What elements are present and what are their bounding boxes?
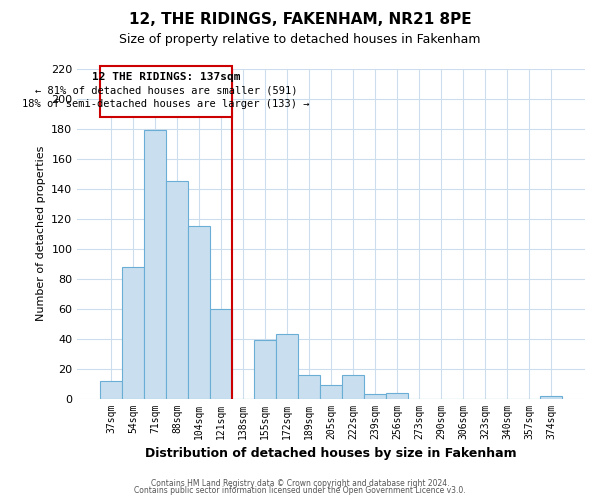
Text: Contains public sector information licensed under the Open Government Licence v3: Contains public sector information licen… [134, 486, 466, 495]
Bar [386, 392, 408, 398]
Text: Size of property relative to detached houses in Fakenham: Size of property relative to detached ho… [119, 32, 481, 46]
Bar [100, 380, 122, 398]
Bar [166, 182, 188, 398]
Bar [298, 374, 320, 398]
Bar [342, 374, 364, 398]
Bar [144, 130, 166, 398]
Bar [254, 340, 276, 398]
Bar [364, 394, 386, 398]
Bar [276, 334, 298, 398]
Bar [320, 385, 342, 398]
Bar [122, 266, 144, 398]
Y-axis label: Number of detached properties: Number of detached properties [35, 146, 46, 322]
Text: 12 THE RIDINGS: 137sqm: 12 THE RIDINGS: 137sqm [92, 72, 241, 82]
Text: 18% of semi-detached houses are larger (133) →: 18% of semi-detached houses are larger (… [22, 99, 310, 109]
Text: ← 81% of detached houses are smaller (591): ← 81% of detached houses are smaller (59… [35, 86, 298, 96]
Text: Contains HM Land Registry data © Crown copyright and database right 2024.: Contains HM Land Registry data © Crown c… [151, 478, 449, 488]
Text: 12, THE RIDINGS, FAKENHAM, NR21 8PE: 12, THE RIDINGS, FAKENHAM, NR21 8PE [128, 12, 472, 28]
Bar [540, 396, 562, 398]
X-axis label: Distribution of detached houses by size in Fakenham: Distribution of detached houses by size … [145, 447, 517, 460]
Bar [188, 226, 210, 398]
FancyBboxPatch shape [100, 66, 232, 117]
Bar [210, 308, 232, 398]
